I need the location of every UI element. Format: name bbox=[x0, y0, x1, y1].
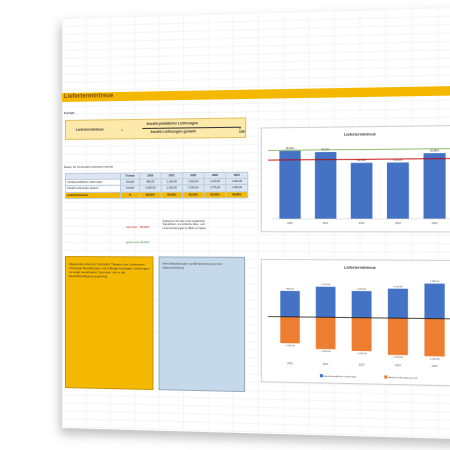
bar bbox=[424, 318, 444, 356]
chart-lieferungen[interactable]: Liefertermintreue 980,00 1.150,00 1.000,00 1… bbox=[261, 259, 450, 387]
table-cell[interactable]: 80,00% bbox=[204, 191, 226, 197]
data-label: -1.200,00 bbox=[321, 351, 332, 353]
bar bbox=[352, 291, 372, 318]
data-label: 92,86% bbox=[430, 149, 440, 152]
data-label: -1.400,00 bbox=[429, 358, 440, 360]
chart-svg: Liefertermintreue98,00%202095,83%202180,… bbox=[262, 126, 450, 231]
x-tick-label: 2021 bbox=[323, 222, 329, 225]
chart-title: Liefertermintreue bbox=[344, 132, 376, 137]
bar bbox=[280, 291, 300, 317]
table-cell[interactable]: 92,86% bbox=[226, 191, 248, 197]
data-label: 980,00 bbox=[286, 288, 294, 290]
info-box[interactable]: Allgemeine Infos zur Kennzahl: Tätigkeit… bbox=[65, 256, 153, 390]
red-line-label: rote Linie bbox=[126, 226, 137, 229]
formula-heading: Formel: bbox=[64, 111, 75, 115]
bar bbox=[352, 318, 372, 352]
bar bbox=[387, 162, 409, 218]
red-line-value[interactable]: 85,00% bbox=[140, 226, 149, 229]
bar bbox=[351, 163, 373, 219]
x-tick-label: 2022 bbox=[359, 363, 365, 366]
data-label: -1.000,00 bbox=[285, 345, 296, 347]
data-label: -1.375,00 bbox=[393, 357, 404, 359]
table-sum-row: Liefertermintreue % 98,00% 95,83% 80,00%… bbox=[65, 191, 247, 198]
reference-line bbox=[268, 149, 450, 151]
fraction-line bbox=[142, 127, 241, 129]
x-tick-label: 2024 bbox=[432, 222, 439, 225]
bar bbox=[316, 287, 336, 318]
sheet-title: Liefertermintreue bbox=[64, 92, 113, 102]
notes-box[interactable]: Ihre Erläuterungen zur Berechnung und zu… bbox=[159, 256, 246, 392]
table-cell[interactable]: 80,00% bbox=[182, 191, 204, 197]
x-tick-label: 2020 bbox=[287, 362, 293, 365]
formula-equals: = bbox=[121, 127, 123, 132]
table-cell[interactable]: Liefertermintreue bbox=[65, 192, 120, 198]
chart-title: Liefertermintreue bbox=[344, 266, 376, 270]
bar bbox=[279, 151, 300, 219]
green-line-value[interactable]: 99,00% bbox=[140, 241, 149, 244]
x-tick-label: 2020 bbox=[287, 222, 293, 225]
data-heading: Daten für Kennzahl Liefertermintreue bbox=[64, 165, 113, 169]
legend-label: Anzahl pünktlicher Lieferungen bbox=[324, 375, 357, 379]
bar bbox=[424, 284, 444, 319]
legend-swatch bbox=[384, 375, 387, 378]
bar bbox=[280, 317, 300, 344]
bar bbox=[316, 317, 336, 349]
notes-text: Ihre Erläuterungen zur Berechnung und zu… bbox=[163, 262, 241, 271]
formula-numerator: Anzahl pünktlicher Lieferungen bbox=[146, 121, 198, 126]
legend-label: Anzahl Lieferungen gesamt bbox=[389, 376, 418, 380]
x-tick-label: 2023 bbox=[395, 364, 401, 367]
green-line-label: grüne Linie bbox=[126, 241, 139, 244]
data-label: 1.100,00 bbox=[393, 286, 403, 288]
bar bbox=[315, 152, 336, 219]
table-cell[interactable]: 98,00% bbox=[140, 192, 161, 198]
formula-box: Liefertermintreue = Anzahl pünktlicher L… bbox=[65, 117, 246, 140]
bar bbox=[388, 289, 408, 319]
data-label: -1.250,00 bbox=[357, 353, 368, 355]
threshold-note: Definieren Sie hier noch zusätzliche Sig… bbox=[163, 220, 220, 230]
formula-label: Liefertermintreue bbox=[76, 127, 104, 131]
formula-denominator: Anzahl Lieferungen gesamt bbox=[150, 129, 195, 134]
table-cell[interactable]: 95,83% bbox=[161, 192, 182, 198]
formula-multiplier: x 100 bbox=[239, 126, 245, 134]
bar bbox=[388, 318, 408, 355]
data-label: 1.300,00 bbox=[430, 281, 440, 283]
info-text: Allgemeine Infos zur Kennzahl: Tätigkeit… bbox=[69, 262, 149, 279]
chart-liefertermintreue[interactable]: Liefertermintreue98,00%202095,83%202180,… bbox=[261, 125, 450, 233]
data-label: 1.000,00 bbox=[357, 288, 367, 290]
table-cell[interactable]: % bbox=[121, 192, 140, 198]
spreadsheet-page: Liefertermintreue Formel: Liefertermintr… bbox=[62, 7, 450, 440]
x-tick-label: 2022 bbox=[359, 222, 365, 225]
data-label: 1.150,00 bbox=[321, 284, 331, 286]
x-tick-label: 2021 bbox=[323, 363, 329, 366]
bar bbox=[424, 153, 446, 219]
x-tick-label: 2023 bbox=[395, 222, 401, 225]
data-table: Format 2020 2021 2022 2023 2024 Anzahl p… bbox=[65, 172, 248, 199]
chart-svg: Liefertermintreue 980,00 1.150,00 1.000,00 1… bbox=[262, 260, 450, 385]
legend-swatch bbox=[320, 374, 323, 377]
x-tick-label: 2024 bbox=[432, 365, 439, 368]
